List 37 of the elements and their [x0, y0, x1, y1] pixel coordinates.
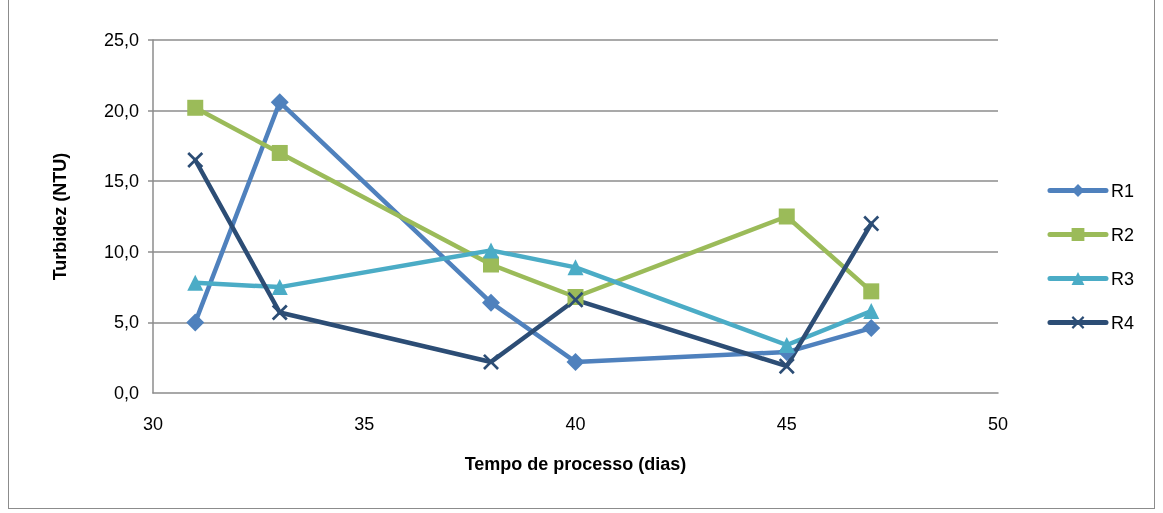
point [778, 358, 795, 375]
y-tick-label: 20,0 [103, 100, 139, 121]
point [271, 144, 288, 161]
y-tick-label: 5,0 [113, 312, 139, 333]
x-tick-label: 35 [354, 414, 375, 434]
x-tick-label: 30 [142, 414, 164, 434]
point [187, 274, 204, 291]
point [270, 93, 289, 112]
x-tick-label: 45 [776, 414, 797, 434]
x-axis-title: Tempo de processo (dias) [464, 454, 687, 474]
point [567, 259, 584, 276]
point [187, 152, 204, 169]
point [187, 99, 204, 116]
y-tick-label: 10,0 [103, 241, 139, 262]
point [863, 283, 880, 300]
point [483, 256, 499, 273]
y-tick-label: 15,0 [103, 171, 139, 192]
legend-label: R3 [1110, 268, 1135, 289]
point [566, 352, 585, 371]
y-tick-label: 25,0 [103, 30, 139, 50]
legend-label: R1 [1110, 180, 1135, 201]
y-tick-label: 0,0 [113, 383, 139, 403]
legend-label: R2 [1110, 224, 1135, 245]
point [778, 336, 795, 353]
point [863, 303, 880, 320]
point [863, 215, 880, 232]
point [778, 208, 795, 225]
point [483, 242, 499, 259]
point [862, 319, 881, 338]
point [271, 304, 288, 321]
point [271, 279, 288, 296]
y-axis-title: Turbidez (NTU) [50, 152, 70, 281]
point [482, 293, 500, 312]
x-tick-label: 40 [565, 414, 586, 434]
legend-label: R4 [1110, 312, 1135, 333]
x-tick-label: 50 [987, 414, 1009, 434]
point [186, 313, 205, 332]
